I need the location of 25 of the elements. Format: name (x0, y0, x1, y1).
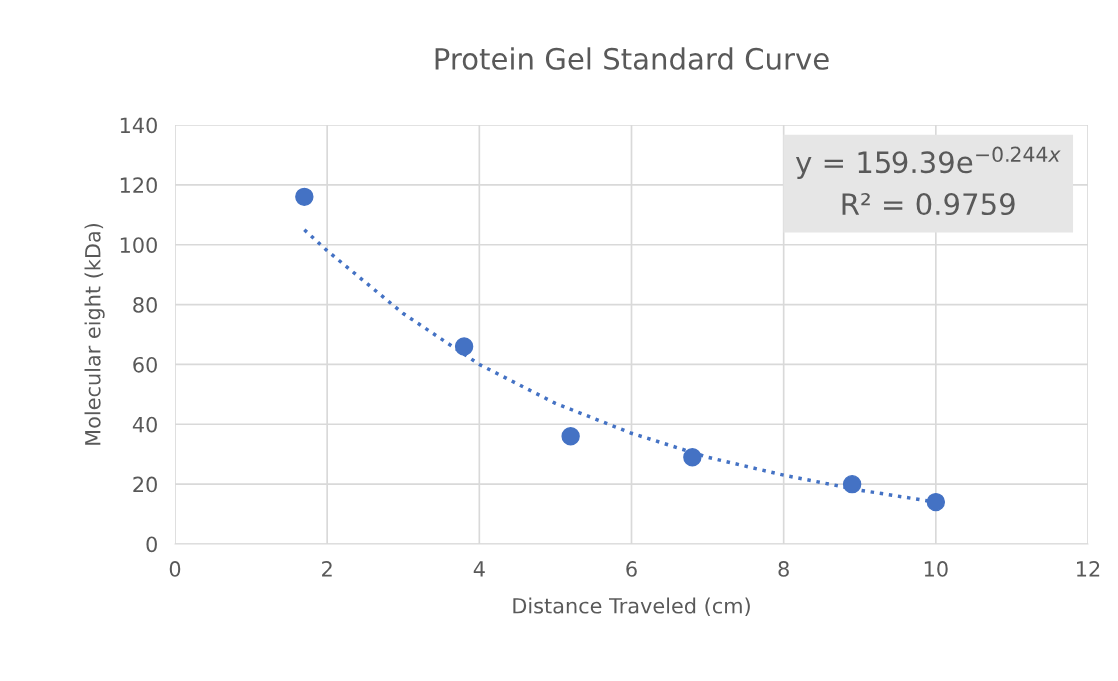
point (454, 337, 474, 356)
y-tick-label: 0 (146, 536, 157, 553)
text: y = 159.39e$^{−0.244x}$ R² = 0.9759 (795, 146, 1061, 216)
point (683, 448, 702, 467)
point (926, 492, 946, 512)
x-axis-title: Distance Traveled (cm) (513, 597, 750, 617)
point (842, 474, 862, 494)
x-tick-label: 6 (626, 561, 637, 577)
y-tick-label: 80 (133, 297, 157, 313)
y-tick-label: 100 (120, 237, 157, 253)
y-tick-label: 140 (120, 117, 157, 134)
x-tick-label: 2 (322, 561, 332, 577)
y-tick-label: 40 (132, 416, 157, 433)
y-axis-title: Molecular eight (kDa) (84, 223, 105, 445)
point (561, 427, 580, 446)
y-tick-label: 20 (133, 476, 157, 493)
x-tick-label: 0 (169, 561, 181, 577)
point (295, 187, 314, 207)
x-tick-label: 4 (473, 561, 485, 577)
x-tick-label: 8 (778, 561, 789, 577)
y-tick-label: 120 (120, 177, 157, 194)
x-tick-label: 12 (1077, 561, 1100, 577)
y-tick-label: 60 (133, 356, 157, 373)
chart-title: Protein Gel Standard Curve (435, 47, 829, 70)
x-tick-label: 10 (924, 561, 948, 577)
